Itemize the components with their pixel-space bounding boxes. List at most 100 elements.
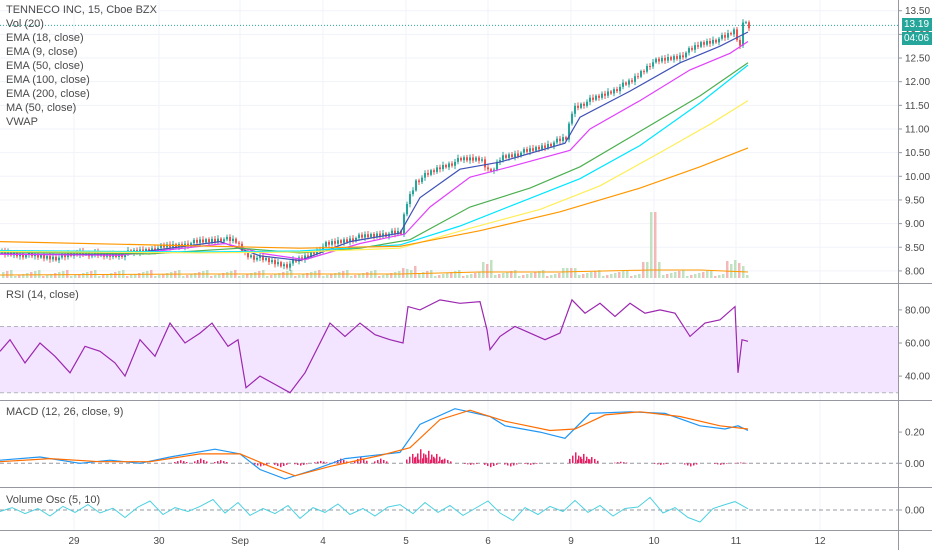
candle-body [739, 40, 741, 46]
macd-histogram-bar [617, 462, 619, 464]
macd-histogram-bar [283, 463, 285, 467]
macd-histogram-bar [409, 456, 411, 464]
candle-body [52, 256, 54, 260]
legend-ema9[interactable]: EMA (9, close) [6, 46, 78, 58]
volume-bar [682, 270, 685, 278]
volosc-pane-label[interactable]: Volume Osc (5, 10) [6, 494, 101, 506]
candle-body [346, 239, 348, 242]
macd-histogram-bar [340, 458, 342, 464]
volume-bar [378, 276, 381, 278]
macd-histogram-bar [527, 463, 529, 465]
volume-bar [10, 270, 13, 278]
volume-bar [418, 273, 421, 278]
candle-body [559, 138, 561, 142]
candle-body [598, 95, 600, 98]
candle-body [187, 243, 189, 247]
candle-body [484, 159, 486, 168]
candle-body [451, 163, 453, 166]
price-tick-label: 9.50 [905, 195, 925, 206]
volume-bar [534, 272, 537, 278]
rsi-pane-label[interactable]: RSI (14, close) [6, 289, 79, 301]
volume-bar [182, 276, 185, 278]
macd-histogram-bar [476, 463, 478, 464]
legend-vwap[interactable]: VWAP [6, 116, 38, 128]
volume-bar [706, 271, 709, 278]
symbol-title[interactable]: TENNECO INC, 15, Cboe BZX [6, 4, 157, 16]
macd-histogram-bar [354, 460, 356, 464]
macd-histogram-bar [442, 459, 444, 464]
candle-body [514, 153, 516, 158]
macd-histogram-bar [510, 463, 512, 467]
macd-histogram-bar [657, 463, 659, 465]
price-tick-label: 11.00 [905, 124, 930, 135]
macd-tick-label: 0.20 [905, 428, 925, 439]
legend-ma50[interactable]: MA (50, close) [6, 102, 77, 114]
candle-body [691, 48, 693, 50]
candle-body [199, 239, 201, 243]
x-tick-label: 4 [320, 536, 326, 547]
macd-histogram-bar [420, 449, 422, 464]
candle-body [322, 246, 324, 252]
volume-bar [246, 274, 249, 278]
macd-histogram-bar [428, 450, 430, 464]
legend-ema50[interactable]: EMA (50, close) [6, 60, 84, 72]
volume-bar [458, 270, 461, 278]
volume-bar [426, 271, 429, 278]
candle-body [625, 82, 627, 85]
legend-ema200[interactable]: EMA (200, close) [6, 88, 90, 100]
volume-bar [714, 276, 717, 278]
macd-histogram-bar [450, 461, 452, 464]
candle-body [460, 157, 462, 161]
macd-histogram-bar [197, 460, 199, 464]
macd-histogram-bar [575, 452, 577, 464]
macd-histogram-bar [623, 462, 625, 464]
volume-ma-line [0, 269, 749, 276]
macd-histogram-bar [200, 458, 202, 464]
macd-histogram-bar [473, 463, 475, 465]
candle-body [253, 255, 255, 260]
volume-bar [670, 273, 673, 278]
price-tick-label: 12.00 [905, 77, 930, 88]
macd-pane-label[interactable]: MACD (12, 26, close, 9) [6, 406, 124, 418]
candle-body [718, 38, 720, 43]
legend-ema100[interactable]: EMA (100, close) [6, 74, 90, 86]
macd-histogram-bar [223, 461, 225, 464]
macd-histogram-bar [254, 463, 256, 465]
candle-body [433, 170, 435, 172]
volume-bar [686, 276, 689, 278]
candle-body [616, 89, 618, 92]
macd-histogram-bar [441, 460, 443, 464]
volume-bar [74, 275, 77, 278]
legend-ema18[interactable]: EMA (18, close) [6, 32, 84, 44]
candle-body [712, 39, 714, 44]
candle-body [544, 145, 546, 148]
candle-body [214, 238, 216, 242]
volume-bar [158, 275, 161, 278]
candle-body [349, 238, 351, 242]
macd-histogram-bar [306, 463, 308, 465]
macd-histogram-bar [433, 456, 435, 464]
candle-body [715, 39, 717, 43]
legend-vol[interactable]: Vol (20) [6, 18, 44, 30]
volume-bar [430, 270, 433, 278]
macd-histogram-bar [323, 461, 325, 464]
volume-bar [718, 275, 721, 278]
macd-histogram-bar [374, 461, 376, 464]
candle-body [679, 55, 681, 59]
volume-bar [734, 260, 737, 278]
candle-body [667, 57, 669, 61]
candle-body [271, 260, 273, 263]
macd-histogram-bar [726, 463, 728, 464]
candle-body [412, 190, 414, 195]
macd-histogram-bar [226, 462, 228, 464]
volume-bar [578, 275, 581, 278]
volume-bar [570, 268, 573, 278]
candle-body [535, 146, 537, 151]
macd-histogram-bar [580, 456, 582, 464]
volume-bar [518, 276, 521, 278]
volume-bar [722, 274, 725, 278]
volume-bar [470, 274, 473, 278]
candle-body [304, 255, 306, 260]
